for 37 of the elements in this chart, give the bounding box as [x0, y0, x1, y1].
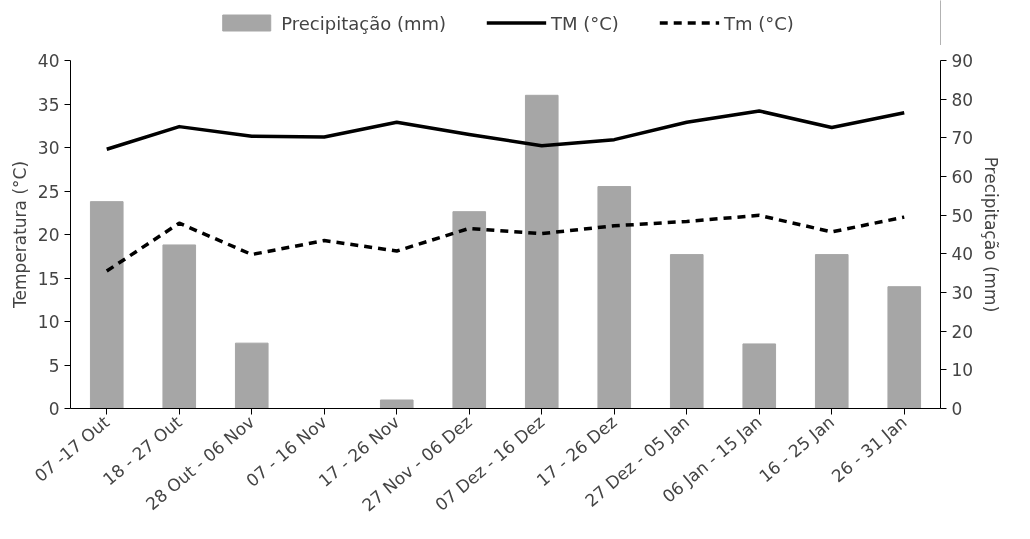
- y2-tick-label: 50: [951, 205, 974, 226]
- y2-axis-title: Precipitação (mm): [981, 156, 1002, 313]
- legend-label: Precipitação (mm): [281, 12, 447, 33]
- line-series: [105, 109, 906, 151]
- y-axis-title: Temperatura (°C): [9, 160, 30, 310]
- bar: [597, 186, 632, 409]
- y-tick-label: 25: [37, 181, 60, 202]
- y2-tick-label: 90: [951, 51, 974, 71]
- bar: [162, 244, 197, 409]
- bar: [89, 201, 124, 409]
- y2-tick-label: 70: [951, 128, 974, 149]
- y2-tick-label: 20: [951, 321, 974, 342]
- y2-tick-label: 0: [951, 399, 963, 419]
- legend-label: Tm (°C): [723, 12, 794, 33]
- bar: [887, 286, 922, 409]
- y2-tick-label: 60: [951, 167, 974, 187]
- bar: [452, 211, 487, 409]
- y-tick-label: 35: [37, 94, 60, 115]
- bar: [742, 343, 777, 409]
- y2-tick-label: 40: [951, 244, 974, 265]
- y2-tick-label: 80: [951, 89, 974, 110]
- y-tick-label: 0: [48, 399, 60, 419]
- y-tick-label: 20: [37, 225, 60, 245]
- bar: [524, 94, 559, 409]
- y-tick-label: 15: [37, 268, 60, 289]
- legend-label: TM (°C): [551, 12, 619, 33]
- bar: [814, 254, 849, 409]
- bar: [234, 342, 269, 409]
- line-series: [105, 213, 906, 273]
- y-tick-label: 5: [48, 355, 60, 376]
- y-tick-label: 30: [37, 138, 60, 158]
- y-tick-label: 10: [37, 312, 60, 332]
- bar: [379, 399, 414, 409]
- bar: [669, 254, 704, 409]
- y-tick-label: 40: [37, 51, 60, 71]
- y2-tick-label: 10: [951, 360, 974, 381]
- y2-tick-label: 30: [951, 283, 974, 303]
